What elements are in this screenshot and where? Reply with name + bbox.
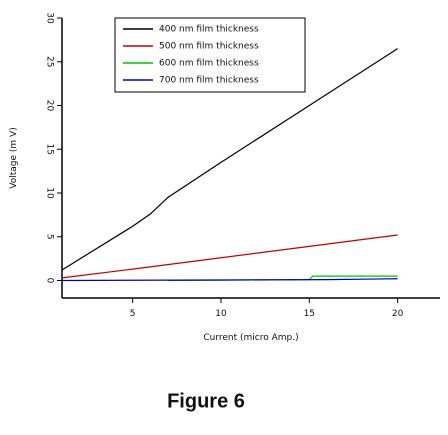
- y-tick-label: 0: [45, 278, 55, 284]
- y-tick-label: 25: [45, 56, 55, 67]
- legend-label: 400 nm film thickness: [159, 25, 259, 35]
- x-axis-label: Current (micro Amp.): [203, 333, 298, 343]
- x-tick-label: 20: [392, 309, 404, 319]
- y-tick-label: 10: [45, 187, 55, 199]
- y-tick-label: 20: [45, 100, 55, 112]
- x-tick-label: 15: [304, 309, 315, 319]
- y-tick-label: 15: [45, 144, 55, 155]
- figure-caption: Figure 6: [167, 390, 245, 412]
- legend-label: 600 nm film thickness: [159, 59, 259, 69]
- x-tick-label: 5: [130, 309, 136, 319]
- data-line: [61, 278, 398, 282]
- data-line: [61, 48, 398, 271]
- y-tick-label: 30: [45, 12, 55, 24]
- y-axis-label: Voltage (m V): [9, 127, 19, 188]
- legend-label: 700 nm film thickness: [159, 76, 259, 86]
- legend-label: 500 nm film thickness: [159, 42, 259, 52]
- x-tick-label: 10: [215, 309, 227, 319]
- y-tick-label: 5: [45, 234, 55, 240]
- data-line: [61, 234, 398, 279]
